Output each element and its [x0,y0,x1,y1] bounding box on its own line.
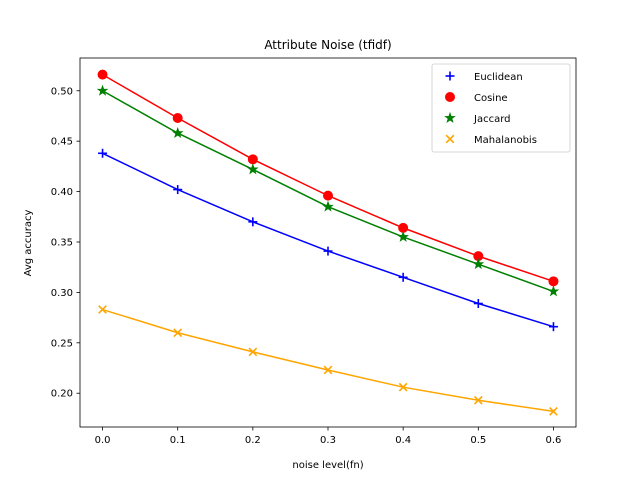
x-tick-label: 0.5 [470,435,486,446]
data-point [323,190,333,201]
legend-item: Euclidean [445,71,523,83]
data-point [473,395,483,405]
x-tick-label: 0.3 [320,435,336,446]
data-point [248,347,258,357]
x-axis-label: noise level(fn) [292,460,363,471]
y-tick-label: 0.35 [51,237,73,248]
y-tick-label: 0.30 [51,288,73,299]
legend-item: Cosine [445,92,508,104]
legend-marker [445,71,455,81]
data-point [98,305,107,314]
plot-area [79,57,577,428]
series-euclidean [98,148,558,332]
legend-box [431,63,571,153]
data-point [323,246,333,256]
series-jaccard [96,84,560,297]
data-point [398,272,408,282]
data-point [323,365,333,375]
data-point [547,285,560,297]
data-point [173,185,183,195]
x-axis: 0.0 0.1 0.2 0.3 0.4 0.5 0.6 [95,427,562,446]
data-point [472,258,485,270]
chart-title: Attribute Noise (tfidf) [264,38,391,52]
data-point [172,112,183,123]
data-point [247,154,258,165]
data-point [98,148,108,158]
legend-marker [444,111,456,123]
series-cosine [97,69,559,287]
data-point [549,407,558,416]
data-point [247,163,259,175]
x-tick-label: 0.1 [170,435,186,446]
y-axis: 0.20 0.25 0.30 0.35 0.40 0.45 0.50 [51,86,80,400]
legend: Euclidean Cosine Jaccard Mahalanobis [431,63,571,153]
y-tick-label: 0.50 [51,86,73,97]
data-point [473,298,483,308]
legend-label: Mahalanobis [474,135,537,146]
data-point [397,230,409,242]
legend-label: Cosine [474,93,508,104]
data-point [548,276,559,287]
y-axis-label: Avg accuracy [23,210,34,277]
y-tick-label: 0.40 [51,187,73,198]
series-mahalanobis [98,305,558,416]
legend-item: Mahalanobis [445,134,537,146]
legend-label: Jaccard [473,114,510,125]
y-tick-label: 0.20 [51,389,73,400]
legend-marker [445,134,455,144]
data-point [96,84,109,96]
legend-item: Jaccard [444,111,510,125]
x-tick-label: 0.6 [546,435,562,446]
x-tick-label: 0.4 [395,435,411,446]
x-tick-label: 0.0 [95,435,111,446]
data-point [322,200,334,212]
data-point [248,217,258,227]
data-point [171,127,184,139]
data-point [173,328,183,338]
y-tick-label: 0.25 [51,338,73,349]
y-tick-label: 0.45 [51,137,73,148]
legend-marker [445,92,455,102]
legend-label: Euclidean [474,72,523,83]
data-point [548,322,558,332]
data-point [398,382,408,392]
x-tick-label: 0.2 [245,435,261,446]
data-point [97,69,108,80]
